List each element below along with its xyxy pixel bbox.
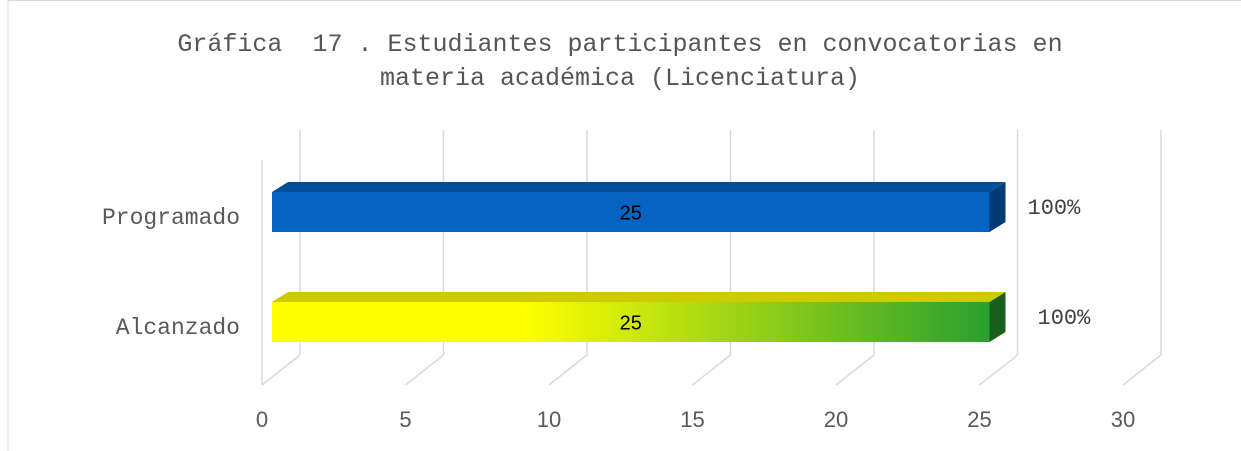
bar-side — [989, 292, 1006, 342]
category-label: Programado — [102, 205, 240, 231]
grid-floor-line — [261, 354, 301, 386]
category-label: Alcanzado — [116, 315, 240, 341]
x-tick-label: 15 — [680, 407, 704, 432]
annotation: 100% — [1038, 306, 1092, 331]
value-label: 25 — [620, 202, 642, 224]
x-tick-label: 25 — [967, 407, 991, 432]
value-label: 25 — [620, 312, 642, 334]
grid-floor-line — [1122, 354, 1162, 386]
bar — [272, 302, 990, 342]
grid-floor-line — [405, 354, 444, 386]
x-tick-label: 10 — [537, 407, 561, 432]
x-tick-label: 20 — [824, 407, 848, 432]
grid-floor-line — [692, 354, 731, 386]
bar-top — [272, 182, 1006, 192]
grid-floor-line — [548, 354, 588, 386]
bar — [272, 192, 990, 232]
x-tick-label: 30 — [1111, 407, 1135, 432]
grid-floor-line — [835, 354, 875, 386]
x-tick-label: 0 — [256, 407, 268, 432]
x-tick-label: 5 — [399, 407, 411, 432]
annotation: 100% — [1028, 196, 1082, 221]
grid-floor-line — [979, 354, 1018, 386]
bar-side — [989, 182, 1006, 232]
bar-top — [272, 292, 1006, 302]
chart-title: Gráfica 17 . Estudiantes participantes e… — [177, 30, 1078, 93]
